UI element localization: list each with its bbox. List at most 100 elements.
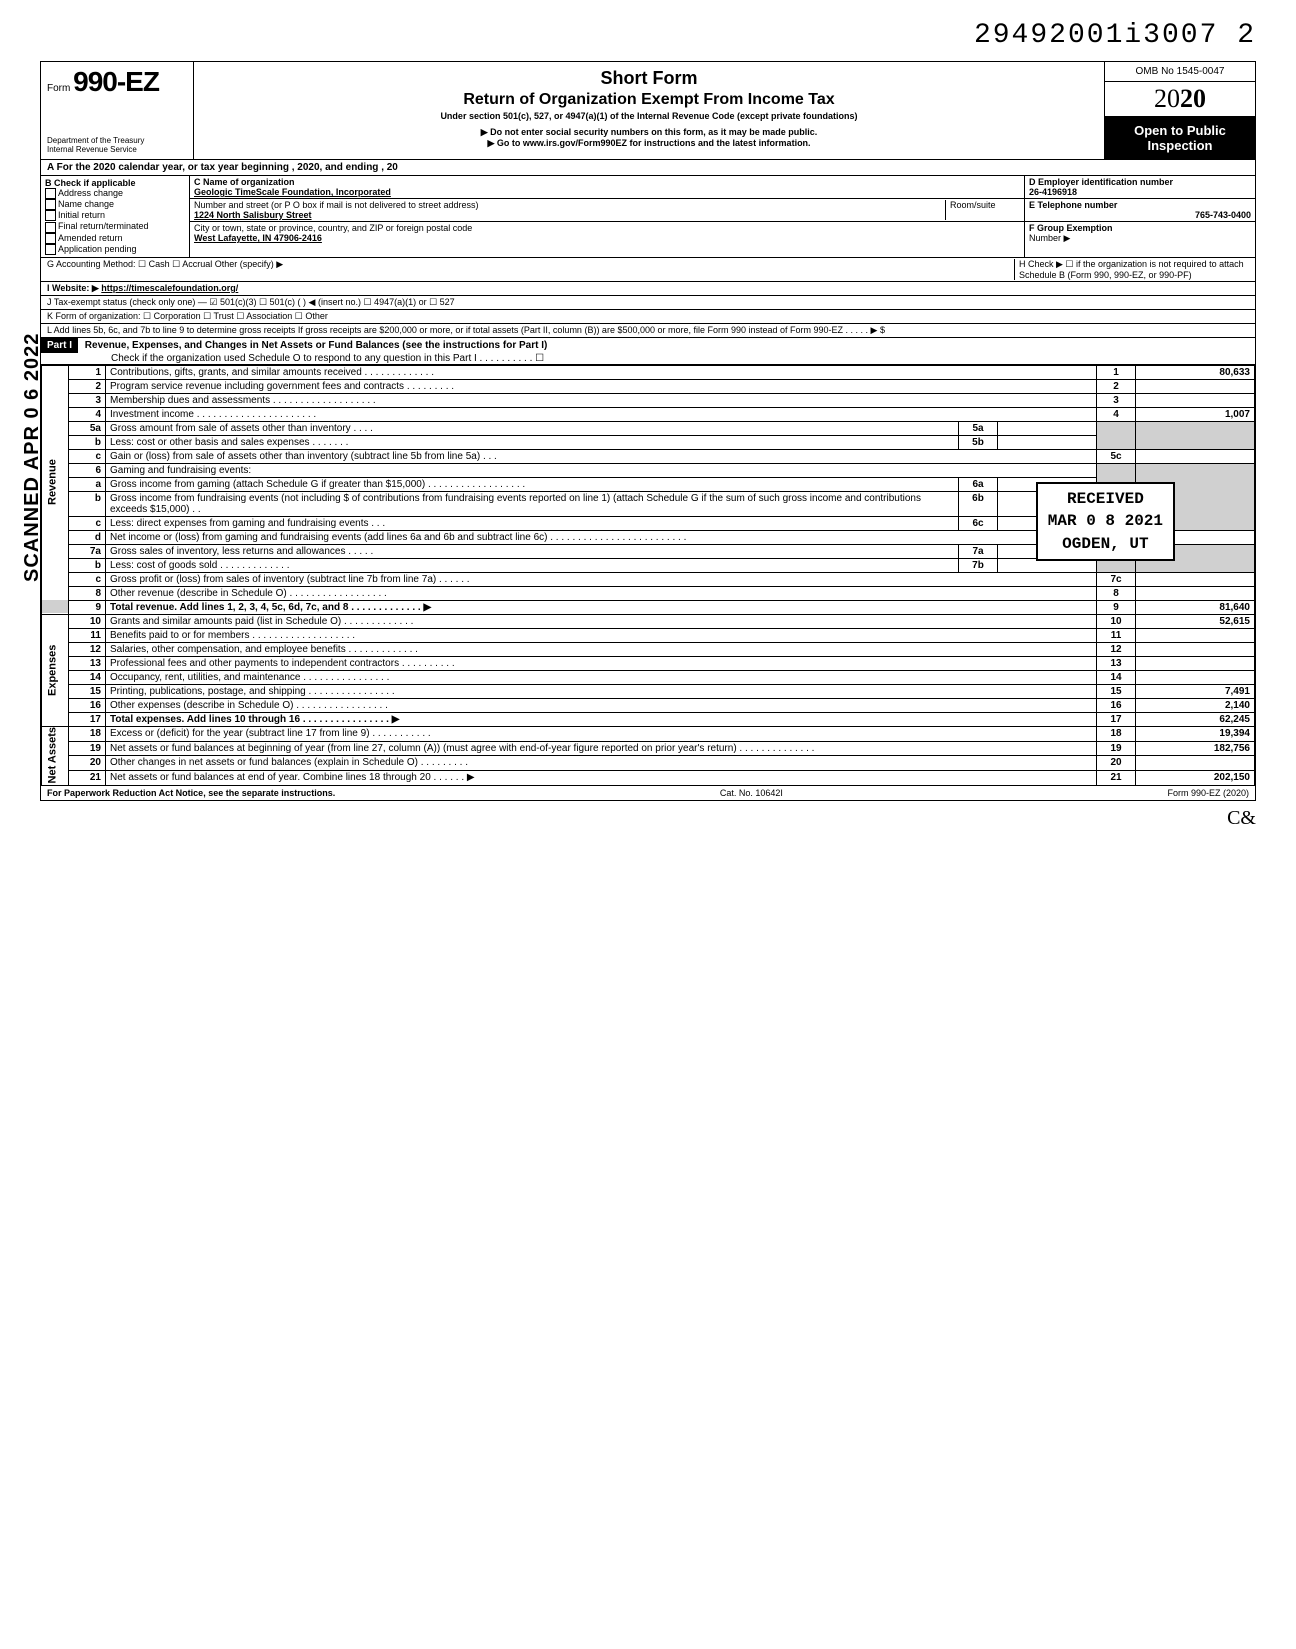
line-16-box: 16 [1097, 698, 1136, 712]
line-20-num: 20 [69, 756, 106, 771]
line-6c-mini: 6c [959, 516, 998, 530]
line-10-desc: Grants and similar amounts paid (list in… [106, 614, 1097, 628]
org-name: Geologic TimeScale Foundation, Incorpora… [194, 187, 391, 197]
footer-paperwork: For Paperwork Reduction Act Notice, see … [47, 788, 335, 798]
line-16-desc: Other expenses (describe in Schedule O) … [106, 698, 1097, 712]
line-17-num: 17 [69, 712, 106, 726]
part-1-title: Revenue, Expenses, and Changes in Net As… [81, 338, 552, 353]
line-12-num: 12 [69, 642, 106, 656]
line-5b-minival [998, 435, 1097, 449]
chk-final-return[interactable] [45, 222, 56, 233]
lbl-amended-return: Amended return [58, 233, 123, 243]
line-6b-desc: Gross income from fundraising events (no… [106, 491, 959, 516]
line-2-num: 2 [69, 379, 106, 393]
chk-application-pending[interactable] [45, 244, 56, 255]
form-number-block: Form 990-EZ [47, 66, 187, 98]
line-5c-num: c [69, 449, 106, 463]
lbl-final-return: Final return/terminated [58, 221, 149, 231]
row-h: H Check ▶ ☐ if the organization is not r… [1014, 259, 1249, 280]
section-c: C Name of organization Geologic TimeScal… [190, 176, 1024, 257]
line-14-amt [1136, 670, 1255, 684]
line-19-amt: 182,756 [1136, 741, 1255, 756]
footer-formno: Form 990-EZ (2020) [1167, 788, 1249, 798]
line-5b-desc: Less: cost or other basis and sales expe… [106, 435, 959, 449]
line-8-desc: Other revenue (describe in Schedule O) .… [106, 586, 1097, 600]
part-1-label: Part I [41, 338, 78, 353]
line-6a-mini: 6a [959, 477, 998, 491]
row-a-calendar-year: A For the 2020 calendar year, or tax yea… [41, 160, 1255, 176]
line-5b-num: b [69, 435, 106, 449]
part-1-table: Revenue 1 Contributions, gifts, grants, … [41, 365, 1255, 786]
tax-year: 2020 [1105, 82, 1255, 117]
d-ein-label: D Employer identification number [1029, 177, 1173, 187]
hand-initials: C& [40, 807, 1256, 830]
chk-amended-return[interactable] [45, 233, 56, 244]
form-footer: For Paperwork Reduction Act Notice, see … [41, 786, 1255, 800]
line-21-desc: Net assets or fund balances at end of ye… [106, 771, 1097, 786]
row-j-tax-exempt: J Tax-exempt status (check only one) — ☑… [41, 296, 1255, 310]
line-3-desc: Membership dues and assessments . . . . … [106, 393, 1097, 407]
line-18-box: 18 [1097, 726, 1136, 741]
line-7b-num: b [69, 558, 106, 572]
line-7b-mini: 7b [959, 558, 998, 572]
line-20-desc: Other changes in net assets or fund bala… [106, 756, 1097, 771]
row-i-label: I Website: ▶ [47, 283, 99, 293]
line-7b-desc: Less: cost of goods sold . . . . . . . .… [106, 558, 959, 572]
line-12-desc: Salaries, other compensation, and employ… [106, 642, 1097, 656]
room-suite-label: Room/suite [945, 200, 1020, 220]
chk-name-change[interactable] [45, 199, 56, 210]
line-8-amt [1136, 586, 1255, 600]
line-19-num: 19 [69, 741, 106, 756]
line-5a-mini: 5a [959, 421, 998, 435]
line-4-box: 4 [1097, 407, 1136, 421]
line-21-num: 21 [69, 771, 106, 786]
side-revenue: Revenue [42, 365, 69, 600]
form-prefix: Form [47, 83, 70, 94]
line-14-box: 14 [1097, 670, 1136, 684]
line-10-box: 10 [1097, 614, 1136, 628]
side-net-assets: Net Assets [42, 726, 69, 785]
chk-address-change[interactable] [45, 188, 56, 199]
line-5a-minival [998, 421, 1097, 435]
form-number: 990-EZ [73, 66, 159, 97]
line-6b-mini: 6b [959, 491, 998, 516]
line-11-num: 11 [69, 628, 106, 642]
line-12-amt [1136, 642, 1255, 656]
line-9-num: 9 [69, 600, 106, 614]
line-15-box: 15 [1097, 684, 1136, 698]
line-9-amt: 81,640 [1136, 600, 1255, 614]
line-11-box: 11 [1097, 628, 1136, 642]
side-blank-9 [42, 600, 69, 614]
line-1-desc: Contributions, gifts, grants, and simila… [106, 365, 1097, 379]
line-1-num: 1 [69, 365, 106, 379]
line-6-desc: Gaming and fundraising events: [106, 463, 1097, 477]
line-6c-desc: Less: direct expenses from gaming and fu… [106, 516, 959, 530]
org-city: West Lafayette, IN 47906-2416 [194, 233, 322, 243]
line-12-box: 12 [1097, 642, 1136, 656]
chk-initial-return[interactable] [45, 210, 56, 221]
line-5c-desc: Gain or (loss) from sale of assets other… [106, 449, 1097, 463]
line-7a-num: 7a [69, 544, 106, 558]
side-expenses: Expenses [42, 614, 69, 726]
line-13-desc: Professional fees and other payments to … [106, 656, 1097, 670]
line-15-desc: Printing, publications, postage, and shi… [106, 684, 1097, 698]
line-6b-num: b [69, 491, 106, 516]
e-phone-value: 765-743-0400 [1195, 210, 1251, 220]
stamp-location: OGDEN, UT [1048, 533, 1163, 555]
line-10-amt: 52,615 [1136, 614, 1255, 628]
line-17-amt: 62,245 [1136, 712, 1255, 726]
line-18-desc: Excess or (deficit) for the year (subtra… [106, 726, 1097, 741]
line-5c-box: 5c [1097, 449, 1136, 463]
line-10-num: 10 [69, 614, 106, 628]
line-8-num: 8 [69, 586, 106, 600]
return-title: Return of Organization Exempt From Incom… [200, 91, 1098, 109]
section-def: D Employer identification number 26-4196… [1024, 176, 1255, 257]
line-2-desc: Program service revenue including govern… [106, 379, 1097, 393]
line-21-amt: 202,150 [1136, 771, 1255, 786]
line-6a-desc: Gross income from gaming (attach Schedul… [106, 477, 959, 491]
line-3-box: 3 [1097, 393, 1136, 407]
line-20-amt [1136, 756, 1255, 771]
line-17-desc: Total expenses. Add lines 10 through 16 … [106, 712, 1097, 726]
short-form-title: Short Form [200, 68, 1098, 89]
line-3-amt [1136, 393, 1255, 407]
